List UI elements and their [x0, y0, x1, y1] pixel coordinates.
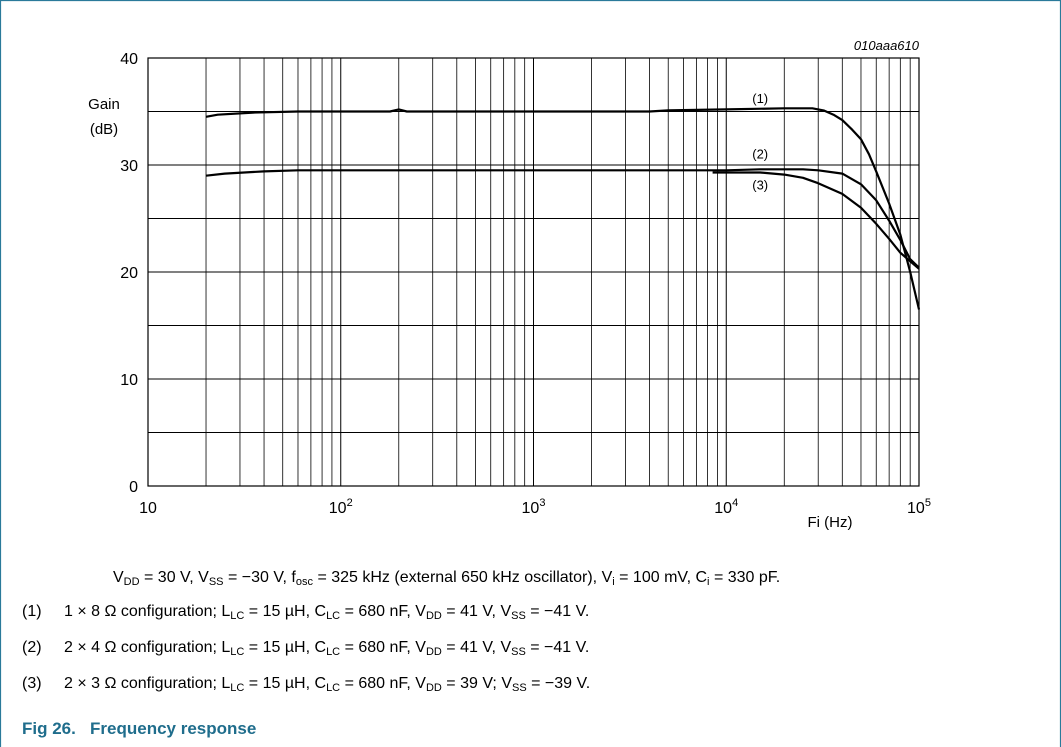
- x-tick-label: 10: [139, 500, 157, 517]
- x-axis-label: Fi (Hz): [808, 514, 853, 531]
- plot-border: [147, 57, 920, 487]
- note-2: (2) 2 × 4 Ω configuration; LLC = 15 µH, C…: [22, 639, 590, 658]
- figure-id-label: 010aaa610: [854, 38, 920, 53]
- figure-title-text: Frequency response: [90, 719, 257, 738]
- figure-title: Fig 26. Frequency response: [22, 719, 256, 739]
- x-tick-label: 103: [522, 497, 546, 517]
- x-tick-label: 105: [907, 497, 931, 517]
- grid: [147, 57, 919, 487]
- series-label-1: (1): [752, 91, 768, 106]
- y-tick-label: 10: [120, 372, 138, 389]
- note-1: (1) 1 × 8 Ω configuration; LLC = 15 µH, C…: [22, 603, 590, 622]
- y-tick-label: 30: [120, 158, 138, 175]
- x-tick-label: 104: [714, 497, 738, 517]
- series-line-1: [205, 107, 921, 310]
- note-3: (3) 2 × 3 Ω configuration; LLC = 15 µH, C…: [22, 675, 591, 694]
- plot-area-border: [147, 57, 920, 487]
- figure-number: Fig 26.: [22, 719, 76, 738]
- series-label-2: (2): [752, 147, 768, 162]
- y-axis-label-line2: (dB): [90, 121, 118, 138]
- chart-conditions-caption: VDD = 30 V, VSS = −30 V, fosc = 325 kHz …: [113, 569, 781, 588]
- series-line-2: [205, 168, 920, 269]
- y-tick-label: 40: [120, 51, 138, 68]
- axis-labels: 010aaa610 Gain (dB) Fi (Hz): [88, 38, 920, 531]
- y-tick-label: 20: [120, 265, 138, 282]
- y-tick-label: 0: [129, 479, 138, 496]
- y-axis-label-line1: Gain: [88, 96, 120, 113]
- series-label-3: (3): [752, 178, 768, 193]
- y-tick-labels: 0 10 20 30 40: [120, 51, 138, 496]
- series-line-3: [712, 171, 920, 270]
- x-tick-labels: 10 102 103 104 105: [139, 497, 931, 517]
- x-tick-label: 102: [329, 497, 353, 517]
- series-labels: (1) (2) (3): [752, 91, 768, 193]
- curves: [205, 107, 921, 310]
